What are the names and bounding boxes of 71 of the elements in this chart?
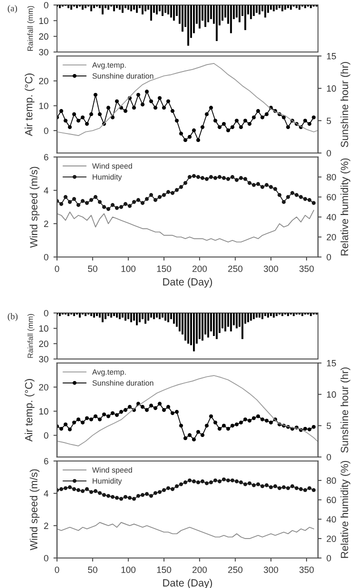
line-series xyxy=(57,375,318,446)
y2-tick-label: 5 xyxy=(326,422,331,430)
line-series xyxy=(57,522,314,540)
x-tick-label: 200 xyxy=(192,266,207,272)
y2-tick-label: 0 xyxy=(326,454,331,460)
x-tick-label: 350 xyxy=(299,266,314,272)
y2-tick-label: 60 xyxy=(326,496,336,504)
y-tick-label: 0 xyxy=(44,310,48,316)
y2-axis-title: Relative humidity (%) xyxy=(340,158,350,256)
y-tick-label: 4 xyxy=(44,490,48,497)
y2-tick-label: 10 xyxy=(327,391,336,398)
x-tick-label: 300 xyxy=(264,566,278,573)
x-tick-label: 250 xyxy=(228,266,242,272)
y2-axis-title: Sunshine hour (hr) xyxy=(340,368,350,453)
y2-tick-label: 60 xyxy=(326,194,336,200)
y-axis-title: Air temp. (°C) xyxy=(24,379,34,442)
y-tick-label: 10 xyxy=(39,325,48,332)
line-series xyxy=(57,210,314,242)
x-tick-label: 350 xyxy=(299,566,314,573)
y-tick-label: 0 xyxy=(44,432,48,439)
y2-tick-label: 10 xyxy=(327,85,336,92)
y-tick-label: 30 xyxy=(38,48,48,56)
y-tick-label: 10 xyxy=(39,102,48,110)
y-tick-label: 10 xyxy=(39,18,48,24)
x-tick-label: 50 xyxy=(88,266,98,272)
y2-tick-label: 0 xyxy=(326,554,331,562)
y2-axis-title: Relative humidity (%) xyxy=(340,460,350,558)
y-tick-label: 20 xyxy=(39,384,48,390)
y-axis-title: Wind speed (m/s) xyxy=(30,166,40,248)
y2-tick-label: 80 xyxy=(326,174,336,180)
x-tick-label: 100 xyxy=(121,566,136,573)
chart-title: (a) xyxy=(8,5,18,14)
y-tick-label: 2 xyxy=(44,522,48,529)
x-tick-label: 100 xyxy=(121,266,136,272)
y-tick-label: 10 xyxy=(39,408,48,415)
y2-tick-label: 0 xyxy=(326,150,331,156)
line-series xyxy=(57,63,318,136)
y2-tick-label: 80 xyxy=(326,477,336,484)
y-tick-label: 20 xyxy=(39,340,48,348)
x-tick-label: 150 xyxy=(157,266,172,272)
y-tick-label: 0 xyxy=(44,254,48,260)
x-tick-label: 150 xyxy=(157,566,172,573)
x-axis-title: Date (Day) xyxy=(163,278,212,288)
y2-tick-label: 20 xyxy=(326,536,336,542)
y-tick-label: 20 xyxy=(39,78,48,84)
y-axis-title: Wind speed (m/s) xyxy=(30,469,40,550)
y2-tick-label: 5 xyxy=(326,118,331,124)
y2-axis-title: Sunshine hour (hr) xyxy=(340,62,350,148)
y2-tick-label: 0 xyxy=(326,254,331,260)
y2-tick-label: 20 xyxy=(326,234,336,240)
y-tick-label: 6 xyxy=(44,154,48,160)
y-tick-label: 30 xyxy=(38,356,48,362)
y-tick-label: 4 xyxy=(44,187,48,194)
y-tick-label: 2 xyxy=(44,220,48,227)
x-tick-label: 250 xyxy=(228,566,242,573)
y-tick-label: 6 xyxy=(44,458,48,464)
y-tick-label: 0 xyxy=(44,2,48,8)
y2-tick-label: 15 xyxy=(327,360,336,366)
x-tick-label: 0 xyxy=(54,266,60,272)
x-tick-label: 300 xyxy=(264,266,278,272)
x-tick-label: 50 xyxy=(88,566,98,573)
y2-tick-label: 15 xyxy=(327,53,336,60)
y-tick-label: 0 xyxy=(44,128,48,134)
chart-title: (b) xyxy=(8,313,18,322)
x-tick-label: 200 xyxy=(192,566,207,573)
y-axis-title: Air temp. (°C) xyxy=(24,74,34,136)
y-tick-label: 20 xyxy=(39,33,48,40)
x-tick-label: 0 xyxy=(54,566,60,573)
y2-tick-label: 40 xyxy=(326,516,336,523)
y-tick-label: 0 xyxy=(44,554,48,562)
y2-tick-label: 40 xyxy=(326,214,336,220)
